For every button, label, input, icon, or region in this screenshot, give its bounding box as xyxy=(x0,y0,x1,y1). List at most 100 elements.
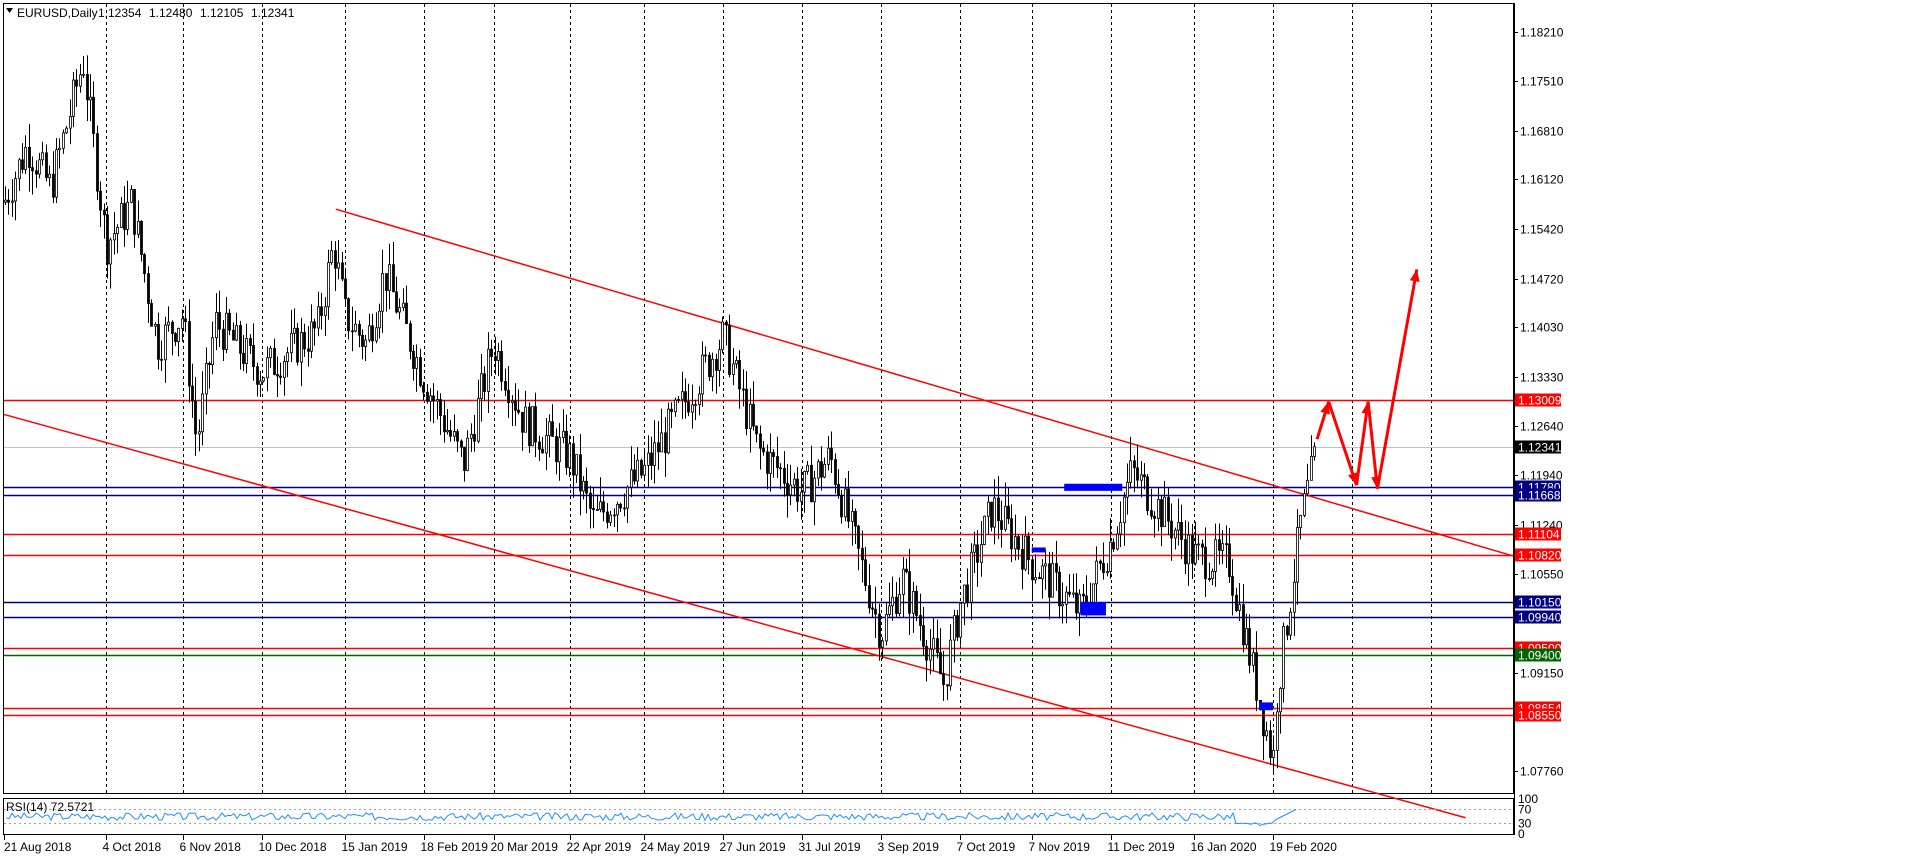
candle-body xyxy=(324,306,327,316)
y-tick-label: 1.16810 xyxy=(1520,125,1564,139)
candle-body xyxy=(463,446,466,471)
candle-body xyxy=(405,302,408,325)
header-open: 1.12354 xyxy=(98,6,142,20)
candle-body xyxy=(205,362,208,395)
x-tick-label: 16 Jan 2020 xyxy=(1191,840,1257,854)
candle-body xyxy=(375,327,378,342)
arrowhead xyxy=(1347,472,1358,486)
candle-body xyxy=(1146,476,1149,511)
candle-body xyxy=(636,459,639,482)
candle-body xyxy=(1102,562,1105,574)
candle-body xyxy=(45,152,48,178)
x-tick-label: 7 Nov 2019 xyxy=(1029,840,1091,854)
candle-body xyxy=(568,443,571,468)
candle-body xyxy=(895,596,898,614)
projection-segment xyxy=(1355,401,1370,486)
candle-body xyxy=(436,399,439,402)
candle-body xyxy=(443,415,446,433)
candle-body xyxy=(86,73,89,101)
candle-body xyxy=(1289,611,1292,636)
x-tick-label: 18 Feb 2019 xyxy=(421,840,489,854)
price-tag xyxy=(1515,595,1561,609)
header-low: 1.12105 xyxy=(200,6,244,20)
candle-body xyxy=(344,278,347,300)
candle-body xyxy=(415,357,418,369)
candle-body xyxy=(755,425,758,435)
candle-body xyxy=(191,385,194,402)
candle-body xyxy=(626,486,629,509)
candle-body xyxy=(772,452,775,457)
candle-body xyxy=(908,571,911,614)
candle-body xyxy=(449,430,452,437)
candle-body xyxy=(225,312,228,350)
candle-body xyxy=(562,430,565,439)
candle-body xyxy=(925,645,928,661)
candle-body xyxy=(558,437,561,463)
candle-body xyxy=(327,262,330,308)
projection-arrows xyxy=(1315,269,1420,489)
candle-body xyxy=(606,511,609,523)
candle-body xyxy=(1106,571,1109,574)
trendline xyxy=(3,413,1466,819)
candle-body xyxy=(1075,592,1078,614)
y-tick-label: 1.07760 xyxy=(1520,765,1564,779)
candle-body xyxy=(660,432,663,453)
candle-body xyxy=(24,146,27,170)
candle-body xyxy=(1000,520,1003,530)
candle-body xyxy=(41,152,44,161)
price-tag xyxy=(1515,648,1561,662)
candle-body xyxy=(99,190,102,211)
candle-body xyxy=(1007,505,1010,520)
price-tag xyxy=(1515,440,1561,454)
candle-body xyxy=(381,273,384,312)
price-tag-label: 1.12341 xyxy=(1518,441,1562,455)
candle-body xyxy=(473,433,476,442)
candle-body xyxy=(789,484,792,496)
candle-body xyxy=(174,333,177,342)
candle-body xyxy=(691,404,694,413)
candle-body xyxy=(585,480,588,494)
candle-body xyxy=(830,447,833,460)
candle-body xyxy=(89,96,92,101)
x-tick-label: 10 Dec 2018 xyxy=(259,840,327,854)
candle-body xyxy=(446,430,449,433)
candle-body xyxy=(269,347,272,359)
candle-body xyxy=(548,421,551,436)
candle-body xyxy=(708,354,711,378)
candle-body xyxy=(874,608,877,615)
candle-body xyxy=(1187,534,1190,565)
candle-body xyxy=(970,551,973,603)
support-resistance-zones xyxy=(1031,483,1273,711)
candle-body xyxy=(1143,474,1146,478)
candle-body xyxy=(249,338,252,346)
candle-body xyxy=(1245,628,1248,646)
candle-body xyxy=(922,625,925,647)
candle-body xyxy=(868,585,871,609)
candle-body xyxy=(1248,628,1251,666)
candle-body xyxy=(252,345,255,368)
candle-body xyxy=(194,400,197,435)
candle-body xyxy=(528,406,531,447)
candle-body xyxy=(354,323,357,332)
candle-body xyxy=(1041,565,1044,580)
chevron-down-icon[interactable] xyxy=(6,8,13,13)
candle-body xyxy=(439,399,442,417)
candle-body xyxy=(1034,577,1037,581)
candle-body xyxy=(1242,604,1245,646)
candle-body xyxy=(806,464,809,472)
y-tick-label: 1.12640 xyxy=(1520,420,1564,434)
candle-body xyxy=(116,226,119,234)
candle-body xyxy=(1180,522,1183,540)
candle-body xyxy=(273,347,276,375)
candle-body xyxy=(392,264,395,293)
candle-body xyxy=(28,146,31,168)
candle-body xyxy=(1136,467,1139,481)
candle-body xyxy=(18,159,21,179)
candle-body xyxy=(358,323,361,336)
candle-body xyxy=(55,149,58,198)
candle-body xyxy=(715,358,718,371)
candle-body xyxy=(69,116,72,129)
candle-body xyxy=(735,360,738,365)
candle-body xyxy=(279,375,282,378)
